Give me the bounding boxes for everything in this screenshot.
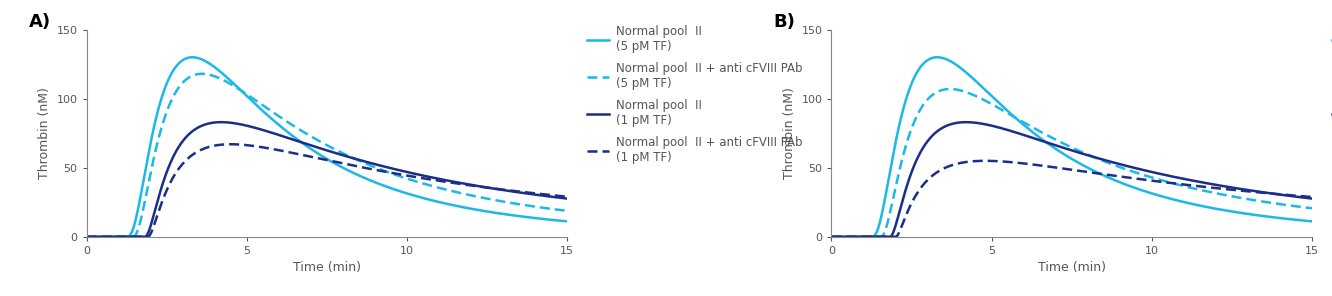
Line: Normal pool  II
(5 pM TF): Normal pool II (5 pM TF) (87, 57, 567, 237)
Normal pool  II
(5 pM TF) (103, 235, 119, 239)
Line: Normal pool II
(1 pM TF): Normal pool II (1 pM TF) (831, 122, 1312, 237)
Normal pool II
(5 pM TF) (848, 235, 864, 239)
Text: A): A) (29, 13, 51, 31)
Normal pool  II
(1 pM TF) (313, 147, 329, 150)
Text: B): B) (774, 13, 795, 31)
Normal pool  II
(5 pM TF) (300, 145, 316, 149)
Normal pool  II + anti cFVIII PAb
(1 pM TF) (103, 235, 119, 239)
X-axis label: Time (min): Time (min) (1038, 261, 1106, 274)
HA pool
(1 pM TF) (978, 159, 994, 163)
Normal pool II
(1 pM TF) (1201, 182, 1217, 186)
Normal pool  II
(5 pM TF) (545, 218, 561, 222)
Normal pool  II
(1 pM TF) (213, 120, 229, 124)
Normal pool  II + anti cFVIII PAb
(5 pM TF) (457, 192, 473, 196)
Normal pool  II + anti cFVIII PAb
(1 pM TF) (79, 235, 95, 239)
HA pool
(5 pM TF) (1291, 205, 1307, 208)
Normal pool II
(5 pM TF) (823, 235, 839, 239)
Normal pool  II + anti cFVIII PAb
(1 pM TF) (457, 183, 473, 186)
Normal pool  II + anti cFVIII PAb
(1 pM TF) (313, 157, 329, 161)
HA pool
(1 pM TF) (1304, 195, 1320, 199)
Normal pool II
(1 pM TF) (1304, 197, 1320, 200)
HA pool
(5 pM TF) (848, 235, 864, 239)
HA pool
(1 pM TF) (848, 235, 864, 239)
Normal pool II
(1 pM TF) (1291, 195, 1307, 199)
Normal pool  II + anti cFVIII PAb
(1 pM TF) (545, 194, 561, 197)
Y-axis label: Thrombin (nM): Thrombin (nM) (39, 87, 51, 179)
Normal pool  II
(1 pM TF) (79, 235, 95, 239)
Normal pool  II
(5 pM TF) (559, 220, 575, 223)
Normal pool  II + anti cFVIII PAb
(5 pM TF) (300, 133, 316, 136)
Normal pool  II + anti cFVIII PAb
(5 pM TF) (194, 72, 210, 75)
Normal pool  II + anti cFVIII PAb
(5 pM TF) (103, 235, 119, 239)
Normal pool II
(5 pM TF) (1058, 153, 1074, 157)
HA pool
(5 pM TF) (1201, 190, 1217, 194)
Normal pool  II + anti cFVIII PAb
(1 pM TF) (300, 154, 316, 158)
Normal pool  II
(5 pM TF) (79, 235, 95, 239)
X-axis label: Time (min): Time (min) (293, 261, 361, 274)
Line: Normal pool II
(5 pM TF): Normal pool II (5 pM TF) (831, 57, 1312, 237)
Legend: Normal pool  II
(5 pM TF), Normal pool  II + anti cFVIII PAb
(5 pM TF), Normal p: Normal pool II (5 pM TF), Normal pool II… (587, 25, 802, 164)
Normal pool  II + anti cFVIII PAb
(5 pM TF) (313, 140, 329, 144)
Normal pool  II + anti cFVIII PAb
(1 pM TF) (559, 195, 575, 199)
Normal pool  II
(1 pM TF) (103, 235, 119, 239)
Y-axis label: Thrombin (nM): Thrombin (nM) (783, 87, 797, 179)
HA pool
(1 pM TF) (823, 235, 839, 239)
HA pool
(1 pM TF) (1044, 165, 1060, 169)
HA pool
(5 pM TF) (1304, 207, 1320, 210)
Normal pool II
(1 pM TF) (1058, 147, 1074, 150)
HA pool
(5 pM TF) (942, 87, 958, 91)
Normal pool  II + anti cFVIII PAb
(1 pM TF) (545, 194, 561, 197)
HA pool
(5 pM TF) (1291, 205, 1307, 208)
Normal pool II
(5 pM TF) (1044, 145, 1060, 149)
HA pool
(1 pM TF) (1201, 186, 1217, 189)
HA pool
(5 pM TF) (1044, 136, 1060, 140)
Normal pool II
(1 pM TF) (1044, 143, 1060, 146)
Line: Normal pool  II
(1 pM TF): Normal pool II (1 pM TF) (87, 122, 567, 237)
Normal pool II
(1 pM TF) (958, 120, 974, 124)
Normal pool  II
(5 pM TF) (545, 218, 561, 222)
HA pool
(1 pM TF) (1291, 194, 1307, 198)
Normal pool  II + anti cFVIII PAb
(5 pM TF) (559, 209, 575, 213)
Normal pool II
(5 pM TF) (930, 55, 946, 59)
Normal pool II
(5 pM TF) (1201, 206, 1217, 209)
Normal pool II
(1 pM TF) (1291, 195, 1307, 199)
Normal pool  II
(5 pM TF) (184, 55, 200, 59)
Normal pool II
(1 pM TF) (848, 235, 864, 239)
HA pool
(5 pM TF) (823, 235, 839, 239)
Normal pool  II
(5 pM TF) (313, 153, 329, 157)
Line: HA pool
(1 pM TF): HA pool (1 pM TF) (831, 161, 1312, 237)
Line: HA pool
(5 pM TF): HA pool (5 pM TF) (831, 89, 1312, 237)
HA pool
(1 pM TF) (1058, 167, 1074, 170)
Normal pool II
(5 pM TF) (1291, 218, 1307, 222)
Normal pool  II
(1 pM TF) (457, 182, 473, 186)
Normal pool  II
(1 pM TF) (300, 143, 316, 146)
Normal pool  II
(1 pM TF) (545, 195, 561, 199)
Normal pool  II + anti cFVIII PAb
(5 pM TF) (545, 207, 561, 211)
HA pool
(5 pM TF) (1058, 143, 1074, 146)
Normal pool II
(5 pM TF) (1291, 218, 1307, 222)
Line: Normal pool  II + anti cFVIII PAb
(5 pM TF): Normal pool II + anti cFVIII PAb (5 pM T… (87, 74, 567, 237)
Normal pool  II + anti cFVIII PAb
(5 pM TF) (545, 207, 561, 211)
Normal pool II
(5 pM TF) (1304, 220, 1320, 223)
Normal pool II
(1 pM TF) (823, 235, 839, 239)
Normal pool  II + anti cFVIII PAb
(1 pM TF) (222, 142, 238, 146)
Line: Normal pool  II + anti cFVIII PAb
(1 pM TF): Normal pool II + anti cFVIII PAb (1 pM T… (87, 144, 567, 237)
Normal pool  II
(5 pM TF) (457, 206, 473, 209)
Normal pool  II
(1 pM TF) (559, 197, 575, 200)
Normal pool  II + anti cFVIII PAb
(5 pM TF) (79, 235, 95, 239)
HA pool
(1 pM TF) (1291, 194, 1307, 198)
Normal pool  II
(1 pM TF) (545, 195, 561, 199)
